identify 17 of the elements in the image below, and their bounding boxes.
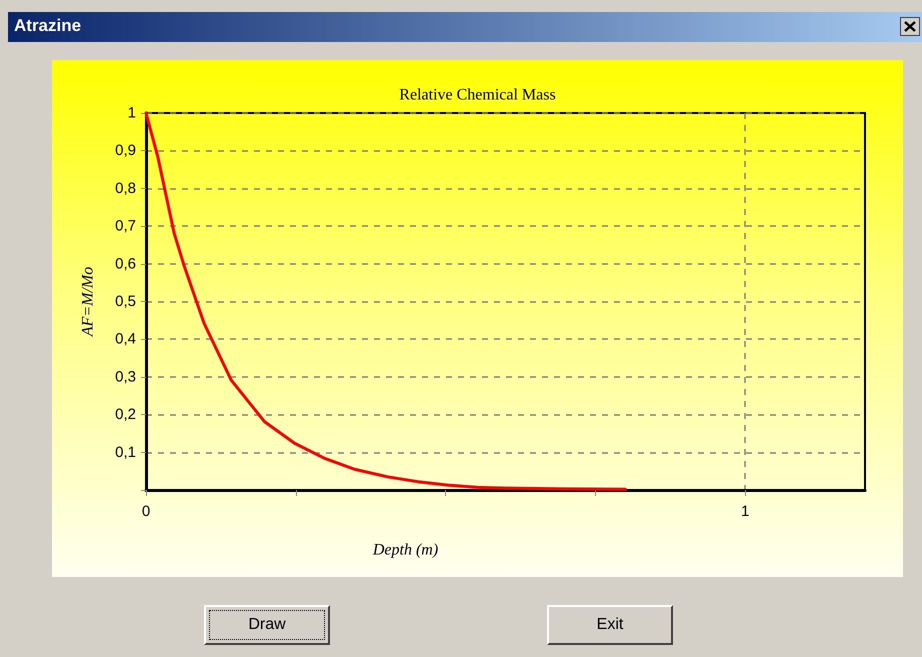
y-tick-label: 0,6 (115, 255, 136, 272)
y-tick-label: 0,8 (115, 180, 136, 197)
y-tick-label: 0,4 (115, 330, 136, 348)
x-axis-title: Depth (m) (372, 542, 438, 558)
y-tick-label: 0,3 (115, 368, 136, 386)
y-tick-label: 0,2 (115, 406, 136, 424)
y-axis-title: AF=M/Mo (80, 266, 96, 338)
y-tick-label: 0,1 (115, 444, 136, 461)
chart-title: Relative Chemical Mass (399, 86, 556, 104)
text: Exit (547, 605, 673, 645)
y-tick-label: 0,7 (115, 218, 136, 235)
text: Atrazine (14, 16, 82, 36)
y-tick-label: 0,9 (115, 142, 136, 160)
x-tick-label: 0 (142, 503, 150, 520)
text: Draw (204, 605, 330, 645)
y-tick-label: 0,5 (115, 293, 136, 310)
y-tick-label: 1 (128, 104, 136, 122)
